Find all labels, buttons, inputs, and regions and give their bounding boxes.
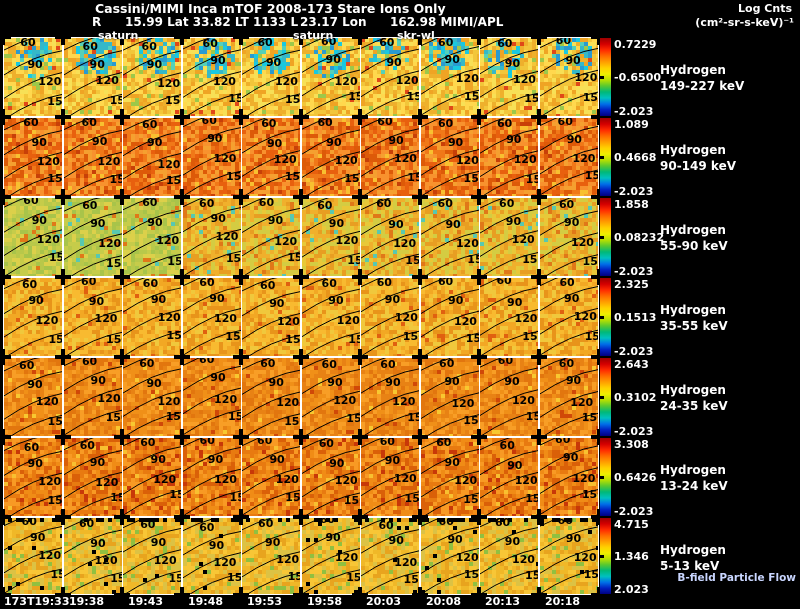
colorbar-row5 — [600, 358, 611, 436]
colorbar-mid-row4: 0.1513 — [614, 311, 657, 324]
colorbar-row2 — [600, 118, 611, 196]
colorbar-min-row5: -2.023 — [614, 425, 654, 438]
colorbar-row3 — [600, 198, 611, 276]
colorbar-max-row5: 2.643 — [614, 358, 649, 371]
colorbar-mid-row6: 0.6426 — [614, 471, 657, 484]
overlay-marker-skr-wl-3: skr-wl — [397, 29, 435, 42]
colorbar-mid-tick — [600, 156, 604, 160]
colorbar-mid-tick — [600, 236, 604, 240]
colorbar-mid-tick — [600, 555, 604, 559]
energy-range-row2: 90-149 keV — [660, 159, 736, 173]
colorbar-row7 — [600, 518, 611, 594]
time-tick-1: 173T19:33 — [4, 595, 70, 608]
time-tick-9: 20:13 — [485, 595, 521, 608]
colorbar-mid-tick — [600, 396, 604, 400]
colorbar-min-row2: -2.023 — [614, 185, 654, 198]
colorbar-row1 — [600, 38, 611, 116]
colorbar-max-row4: 2.325 — [614, 278, 649, 291]
colorbar-max-row7: 4.715 — [614, 518, 649, 531]
time-tick-7: 20:03 — [366, 595, 402, 608]
energy-range-row4: 35-55 keV — [660, 319, 728, 333]
time-tick-6: 19:58 — [307, 595, 343, 608]
colorbar-mid-tick — [600, 76, 604, 80]
overlay-marker-saturn-1: saturn — [98, 29, 139, 42]
colorbar-min-row3: -2.023 — [614, 265, 654, 278]
energy-range-row7: 5-13 keV — [660, 559, 720, 573]
colorbar-max-row3: 1.858 — [614, 198, 649, 211]
energy-range-row5: 24-35 keV — [660, 399, 728, 413]
species-label-row5: Hydrogen — [660, 383, 726, 397]
colorbar-max-row6: 3.308 — [614, 438, 649, 451]
energy-range-row1: 149-227 keV — [660, 79, 745, 93]
energy-range-row6: 13-24 keV — [660, 479, 728, 493]
species-label-row4: Hydrogen — [660, 303, 726, 317]
colorbar-row4 — [600, 278, 611, 356]
colorbar-mid-row3: 0.08232 — [614, 231, 665, 244]
time-tick-8: 20:08 — [426, 595, 462, 608]
time-tick-3: 19:43 — [128, 595, 164, 608]
species-label-row1: Hydrogen — [660, 63, 726, 77]
overlay-marker-saturn-2: saturn — [293, 29, 334, 42]
colorbar-min-row7: 2.023 — [614, 583, 649, 596]
colorbar-min-row6: -2.023 — [614, 505, 654, 518]
species-label-row2: Hydrogen — [660, 143, 726, 157]
colorbar-mid-row7: 1.346 — [614, 550, 649, 563]
time-tick-5: 19:53 — [247, 595, 283, 608]
colorbar-max-row1: 0.7229 — [614, 38, 657, 51]
colorbar-mid-row1: -0.6500 — [614, 71, 662, 84]
species-label-row6: Hydrogen — [660, 463, 726, 477]
colorbar-mid-row5: 0.3102 — [614, 391, 657, 404]
species-label-row3: Hydrogen — [660, 223, 726, 237]
colorbar-max-row2: 1.089 — [614, 118, 649, 131]
colorbar-mid-tick — [600, 476, 604, 480]
colorbar-row6 — [600, 438, 611, 516]
time-tick-10: 20:18 — [545, 595, 581, 608]
energy-range-row3: 55-90 keV — [660, 239, 728, 253]
colorbar-min-row1: -2.023 — [614, 105, 654, 118]
colorbar-min-row4: -2.023 — [614, 345, 654, 358]
time-tick-2: 19:38 — [69, 595, 105, 608]
colorbar-mid-row2: 0.4668 — [614, 151, 657, 164]
time-tick-4: 19:48 — [188, 595, 224, 608]
colorbar-mid-tick — [600, 316, 604, 320]
species-label-row7: Hydrogen — [660, 543, 726, 557]
